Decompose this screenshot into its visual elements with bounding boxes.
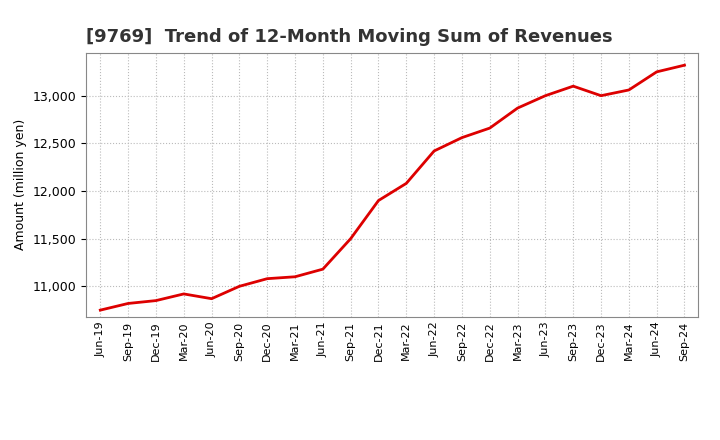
Y-axis label: Amount (million yen): Amount (million yen) [14, 119, 27, 250]
Text: [9769]  Trend of 12-Month Moving Sum of Revenues: [9769] Trend of 12-Month Moving Sum of R… [86, 28, 613, 46]
